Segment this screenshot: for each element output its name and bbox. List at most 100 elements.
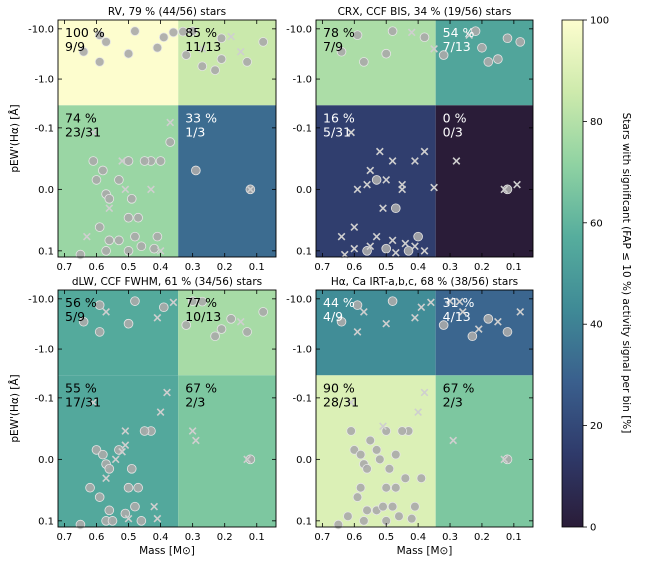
cell-percent-label: 67 % bbox=[185, 380, 217, 395]
star-circle-marker bbox=[371, 175, 382, 185]
star-cross-marker bbox=[236, 47, 245, 56]
star-circle-marker bbox=[98, 165, 108, 176]
star-circle-marker bbox=[94, 30, 105, 40]
star-circle-marker bbox=[123, 482, 134, 493]
heatmap-cell bbox=[316, 20, 436, 106]
x-tick-label: 0.2 bbox=[217, 262, 233, 273]
x-tick-label: 0.4 bbox=[153, 532, 169, 543]
star-circle-marker bbox=[101, 246, 111, 256]
star-circle-marker bbox=[133, 212, 143, 223]
y-tick-label: -10.0 bbox=[28, 294, 54, 305]
star-circle-marker bbox=[114, 175, 124, 185]
star-cross-marker bbox=[430, 44, 438, 53]
star-circle-marker bbox=[413, 231, 423, 242]
star-circle-marker bbox=[130, 26, 140, 36]
star-circle-marker bbox=[365, 435, 376, 446]
cell-percent-label: 100 % bbox=[65, 25, 105, 40]
star-cross-marker bbox=[118, 447, 126, 456]
cell-fraction-label: 7/13 bbox=[443, 39, 471, 54]
star-circle-marker bbox=[104, 194, 115, 204]
cell-percent-label: 33 % bbox=[185, 110, 217, 125]
colorbar-gradient bbox=[561, 19, 584, 528]
star-cross-marker bbox=[360, 308, 368, 316]
star-circle-marker bbox=[136, 516, 147, 526]
star-cross-marker bbox=[411, 313, 419, 322]
star-circle-marker bbox=[483, 57, 494, 67]
star-cross-marker bbox=[188, 427, 197, 435]
star-circle-marker bbox=[390, 449, 401, 460]
star-circle-marker bbox=[94, 222, 105, 232]
x-tick-label: 0.6 bbox=[346, 532, 362, 543]
star-circle-marker bbox=[333, 519, 344, 530]
star-cross-marker bbox=[243, 455, 252, 464]
star-cross-marker bbox=[89, 398, 98, 407]
star-circle-marker bbox=[258, 37, 268, 47]
star-circle-marker bbox=[114, 235, 124, 246]
cell-fraction-label: 9/9 bbox=[65, 39, 85, 54]
star-circle-marker bbox=[191, 165, 201, 176]
cell-fraction-label: 10/13 bbox=[185, 309, 221, 324]
x-tick-label: 0.5 bbox=[378, 532, 394, 543]
colorbar-ticks: 0 20 40 60 80 100 bbox=[583, 16, 609, 534]
y-axis-label: pEW'(Hα) [Å] bbox=[8, 104, 21, 172]
star-cross-marker bbox=[163, 388, 171, 397]
star-circle-marker bbox=[419, 32, 430, 43]
star-circle-marker bbox=[387, 501, 398, 512]
x-tick-label: 0.6 bbox=[89, 532, 105, 543]
star-circle-marker bbox=[123, 212, 134, 223]
star-cross-marker bbox=[153, 313, 162, 322]
star-circle-marker bbox=[470, 26, 481, 36]
star-circle-marker bbox=[381, 243, 392, 254]
star-circle-marker bbox=[165, 137, 176, 147]
cell-fraction-label: 7/9 bbox=[323, 39, 343, 54]
star-cross-marker bbox=[198, 44, 207, 53]
star-circle-marker bbox=[210, 65, 220, 76]
star-circle-marker bbox=[75, 519, 86, 530]
star-cross-marker bbox=[427, 298, 435, 307]
star-circle-marker bbox=[438, 320, 449, 330]
star-circle-marker bbox=[387, 26, 398, 36]
star-circle-marker bbox=[352, 30, 363, 40]
star-circle-marker bbox=[152, 42, 163, 53]
cell-percent-label: 16 % bbox=[323, 110, 355, 125]
star-cross-marker bbox=[337, 232, 346, 241]
axes-frame bbox=[57, 19, 277, 258]
star-circle-marker bbox=[181, 320, 192, 330]
y-tick-label: -0.1 bbox=[34, 393, 54, 404]
colorbar-tick-label: 0 bbox=[590, 523, 596, 534]
star-circle-marker bbox=[187, 26, 198, 36]
panel-halpha-ca-irt: 44 %4/9 31 %4/13 90 %28/31 67 %2/3 Hα, Ca IR… bbox=[286, 276, 534, 557]
x-tick-label: 0.4 bbox=[153, 262, 169, 273]
star-circle-marker bbox=[483, 314, 494, 324]
star-cross-marker bbox=[166, 118, 175, 127]
star-circle-marker bbox=[467, 331, 478, 342]
star-circle-marker bbox=[390, 482, 401, 493]
star-circle-marker bbox=[88, 156, 99, 166]
star-circle-marker bbox=[210, 331, 220, 342]
star-circle-marker bbox=[126, 464, 137, 474]
cell-percent-label: 31 % bbox=[443, 295, 475, 310]
star-circle-marker bbox=[197, 296, 208, 307]
star-cross-marker bbox=[388, 157, 397, 165]
star-cross-marker bbox=[414, 408, 422, 416]
star-circle-marker bbox=[98, 449, 108, 460]
x-axis-label: Mass [M⊙] bbox=[139, 545, 195, 557]
star-circle-marker bbox=[158, 32, 169, 43]
star-circle-marker bbox=[515, 37, 526, 47]
star-circle-marker bbox=[355, 482, 366, 493]
star-cross-marker bbox=[420, 147, 429, 156]
cell-fraction-label: 23/31 bbox=[65, 124, 101, 139]
star-circle-marker bbox=[226, 314, 236, 324]
star-cross-marker bbox=[465, 31, 474, 39]
star-circle-marker bbox=[397, 426, 407, 436]
star-cross-marker bbox=[169, 298, 178, 307]
star-circle-marker bbox=[502, 33, 513, 44]
star-cross-marker bbox=[411, 242, 419, 251]
star-cross-marker bbox=[102, 308, 110, 316]
heatmap-cell bbox=[435, 375, 533, 527]
star-circle-marker bbox=[242, 57, 252, 67]
star-cross-marker bbox=[407, 28, 416, 37]
star-cross-marker bbox=[452, 157, 461, 165]
star-cross-marker bbox=[153, 514, 162, 523]
star-cross-marker bbox=[121, 441, 130, 450]
